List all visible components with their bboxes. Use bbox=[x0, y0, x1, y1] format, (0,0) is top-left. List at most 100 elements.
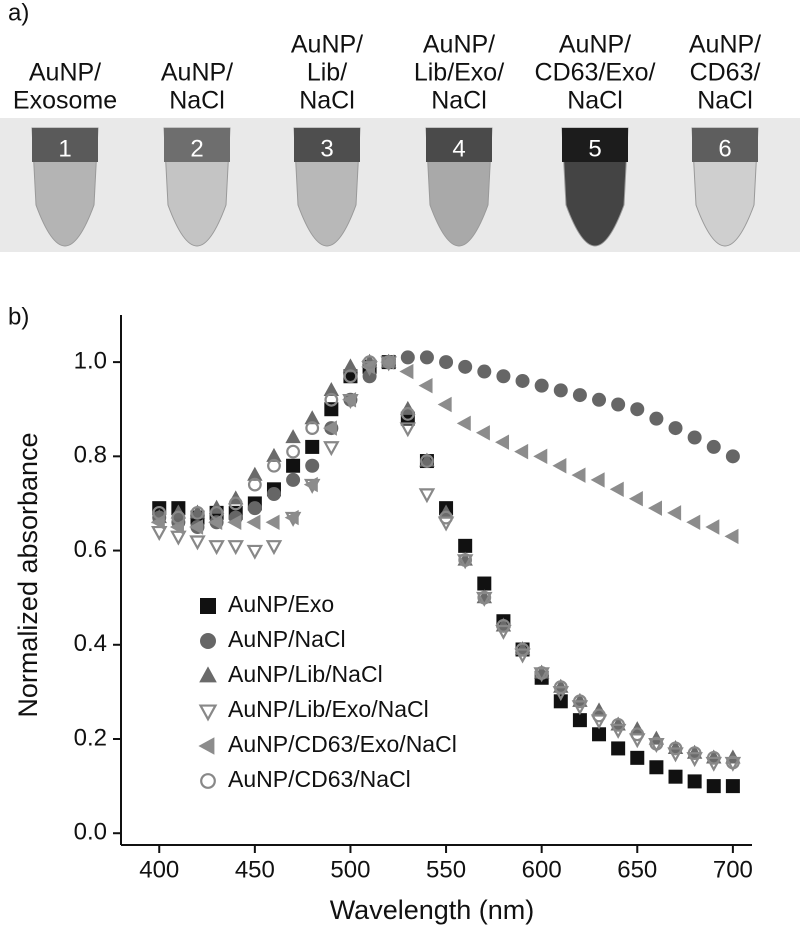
data-point bbox=[419, 350, 434, 365]
data-point bbox=[514, 641, 531, 656]
data-point bbox=[323, 441, 340, 457]
data-point bbox=[515, 642, 530, 657]
data-point bbox=[171, 510, 186, 525]
data-point bbox=[305, 439, 320, 454]
tube-label: NaCl bbox=[299, 87, 355, 115]
data-point bbox=[399, 422, 417, 438]
data-point bbox=[456, 554, 474, 570]
tube-label: AuNP/ bbox=[423, 31, 495, 59]
data-point bbox=[572, 713, 587, 728]
data-point bbox=[305, 458, 320, 473]
data-point bbox=[380, 354, 395, 370]
data-point bbox=[284, 509, 299, 526]
tube-band bbox=[294, 128, 360, 162]
data-point bbox=[533, 448, 548, 465]
data-point bbox=[400, 350, 415, 365]
data-point bbox=[628, 491, 643, 507]
data-point bbox=[724, 756, 742, 772]
data-point bbox=[687, 774, 702, 789]
data-point bbox=[458, 538, 473, 553]
data-point bbox=[170, 530, 187, 546]
data-point bbox=[553, 694, 568, 709]
data-point bbox=[303, 476, 318, 493]
x-tick-label: 600 bbox=[522, 856, 562, 883]
data-point bbox=[458, 359, 473, 374]
data-point bbox=[266, 487, 281, 502]
x-tick-label: 450 bbox=[235, 856, 275, 883]
data-point bbox=[246, 544, 264, 560]
data-point bbox=[592, 392, 607, 407]
data-point bbox=[477, 590, 492, 605]
data-point bbox=[534, 666, 549, 680]
data-point bbox=[649, 760, 664, 775]
data-point bbox=[265, 540, 283, 556]
data-point bbox=[458, 553, 473, 567]
data-point bbox=[190, 505, 205, 520]
panel-label: a) bbox=[8, 0, 29, 26]
tube-number: 2 bbox=[190, 135, 203, 162]
y-tick-label: 0.2 bbox=[74, 724, 107, 751]
tube-label: NaCl bbox=[567, 87, 623, 115]
data-point bbox=[189, 535, 206, 551]
data-point bbox=[668, 741, 683, 756]
data-point bbox=[418, 488, 436, 504]
data-point bbox=[419, 452, 435, 467]
data-point bbox=[553, 680, 568, 695]
data-point bbox=[687, 746, 702, 761]
tube-band bbox=[32, 128, 98, 162]
data-point bbox=[610, 716, 626, 731]
legend-label: AuNP/NaCl bbox=[228, 626, 346, 652]
tube-band bbox=[164, 128, 230, 162]
data-point bbox=[687, 430, 702, 445]
x-tick-label: 400 bbox=[139, 856, 179, 883]
data-point bbox=[152, 505, 167, 520]
data-point bbox=[477, 364, 492, 379]
data-point bbox=[418, 377, 433, 394]
data-point bbox=[592, 708, 606, 723]
data-point bbox=[189, 519, 204, 535]
data-point bbox=[342, 392, 357, 408]
tube-label: AuNP/ bbox=[559, 31, 631, 59]
y-tick-label: 1.0 bbox=[74, 347, 107, 374]
data-point bbox=[439, 355, 454, 370]
data-point bbox=[208, 540, 225, 556]
legend-marker bbox=[198, 704, 218, 722]
data-point bbox=[609, 481, 624, 498]
data-point bbox=[705, 519, 720, 535]
tube-label: Lib/Exo/ bbox=[414, 59, 504, 87]
data-point bbox=[477, 576, 492, 591]
tube-number: 6 bbox=[718, 135, 731, 162]
data-point bbox=[381, 355, 396, 370]
x-axis-title: Wavelength (nm) bbox=[330, 895, 535, 925]
data-point bbox=[573, 694, 587, 709]
data-point bbox=[706, 750, 721, 765]
data-point bbox=[475, 425, 490, 441]
data-point bbox=[706, 439, 721, 454]
data-point bbox=[439, 510, 453, 525]
data-point bbox=[342, 358, 359, 373]
data-point bbox=[572, 692, 588, 707]
data-point bbox=[399, 363, 414, 380]
data-point bbox=[630, 750, 645, 765]
data-point bbox=[668, 421, 683, 436]
data-point bbox=[572, 388, 587, 403]
y-axis-title: Normalized absorbance bbox=[13, 432, 43, 717]
data-point bbox=[515, 373, 530, 388]
legend-marker bbox=[200, 633, 216, 649]
x-tick-label: 700 bbox=[713, 856, 753, 883]
data-point bbox=[706, 779, 721, 794]
data-point bbox=[725, 449, 740, 464]
data-point bbox=[495, 617, 512, 632]
data-point bbox=[611, 397, 626, 412]
data-point bbox=[323, 381, 340, 396]
data-point bbox=[571, 467, 586, 483]
legend-label: AuNP/Lib/Exo/NaCl bbox=[228, 696, 429, 722]
data-point bbox=[533, 667, 550, 683]
photo-background bbox=[0, 118, 800, 252]
tube-label: AuNP/ bbox=[161, 59, 233, 87]
data-point bbox=[322, 420, 337, 436]
data-point bbox=[400, 407, 415, 421]
data-point bbox=[590, 472, 605, 488]
panel-label: b) bbox=[8, 303, 29, 330]
